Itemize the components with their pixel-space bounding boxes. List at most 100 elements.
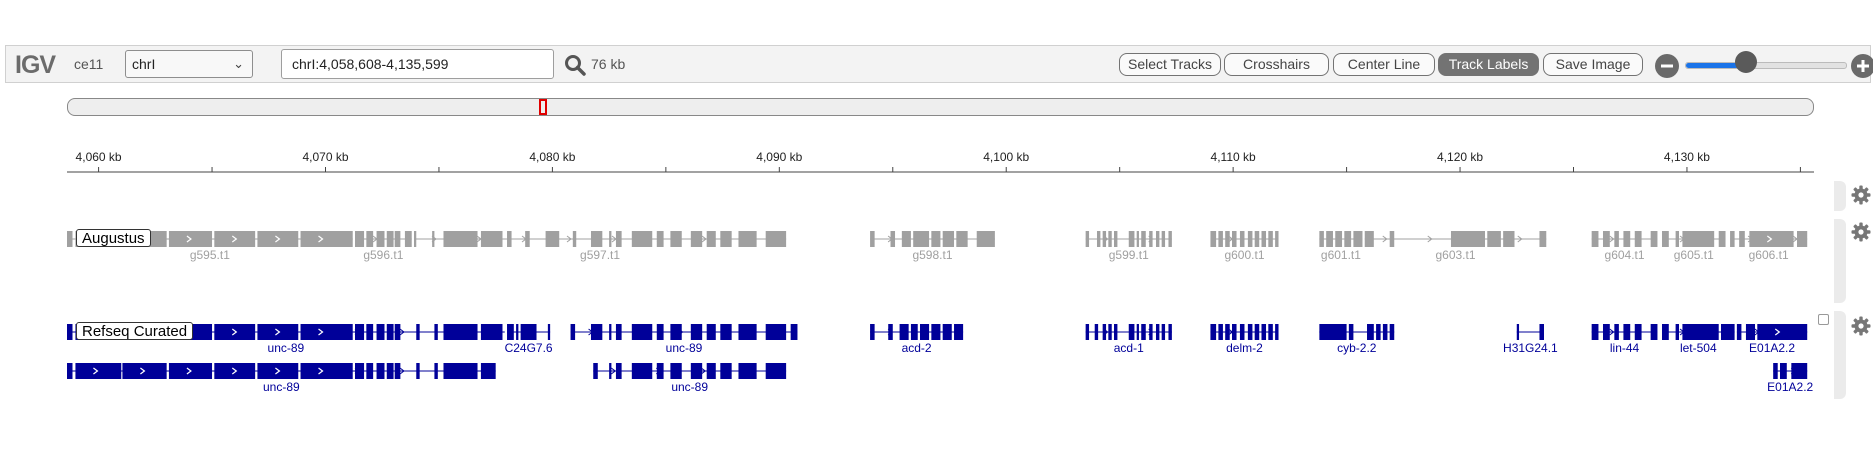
gene-exon (214, 324, 256, 340)
strand-arrow (1382, 235, 1388, 243)
gene-exon (1261, 231, 1267, 247)
gene-exon (1675, 231, 1680, 247)
gene-exon (394, 324, 401, 340)
strand-arrow (1609, 235, 1615, 243)
gene-exon (214, 363, 256, 379)
gene-label: g603.t1 (1435, 248, 1475, 262)
track-select-checkbox[interactable] (1818, 314, 1829, 325)
track-labels-button[interactable]: Track Labels (1438, 53, 1539, 76)
gene-exon (67, 363, 73, 379)
gene-exon (919, 324, 930, 340)
gene-exon (890, 231, 896, 247)
gene-exon (1102, 231, 1107, 247)
gene-exon (790, 324, 798, 340)
igv-logo[interactable]: IGV (15, 51, 56, 79)
gene-exon (443, 324, 478, 340)
gene-exon (1623, 324, 1631, 340)
gene-exon (300, 324, 353, 340)
gene-exon (1128, 231, 1135, 247)
search-icon[interactable] (564, 54, 586, 76)
locus-search-input[interactable]: chrI:4,058,608-4,135,599 (281, 49, 554, 79)
gene-exon (386, 231, 394, 247)
gene-exon (1218, 324, 1223, 340)
gene-exon (1773, 363, 1778, 379)
gene-exon (1539, 324, 1545, 340)
gear-icon[interactable] (1851, 185, 1871, 205)
gene-exon (1085, 324, 1090, 340)
gene-exon (480, 324, 503, 340)
strand-arrow (93, 367, 99, 375)
select-tracks-button[interactable]: Select Tracks (1119, 53, 1221, 76)
zoom-slider-handle[interactable] (1734, 51, 1757, 73)
gene-label: acd-1 (1114, 341, 1144, 355)
gene-exon (1231, 231, 1237, 247)
gene-label: g601.t1 (1321, 248, 1361, 262)
gene-exon (910, 324, 918, 340)
gear-icon[interactable] (1851, 316, 1871, 336)
zoom-slider[interactable] (1685, 62, 1847, 69)
center-line-button[interactable]: Center Line (1333, 53, 1435, 76)
gene-label: cyb-2.2 (1337, 341, 1377, 355)
gene-exon (609, 363, 612, 379)
strand-arrow (186, 235, 192, 243)
gene-exon (1757, 324, 1808, 340)
gear-icon[interactable] (1851, 222, 1871, 242)
gene-exon (1745, 324, 1756, 340)
gene-exon (1114, 231, 1118, 247)
gene-label: g595.t1 (190, 248, 230, 262)
chromosome-ideogram[interactable] (67, 98, 1814, 116)
gene-exon (1682, 231, 1715, 247)
strand-arrow (318, 367, 324, 375)
gene-exon (1239, 324, 1245, 340)
strand-arrow (140, 367, 146, 375)
gene-exon (376, 231, 385, 247)
save-image-button[interactable]: Save Image (1543, 53, 1643, 76)
zoom-in-icon[interactable] (1851, 54, 1873, 78)
gene-exon (413, 231, 417, 247)
gene-exon (1623, 231, 1631, 247)
gene-exon (615, 363, 622, 379)
gene-exon (1367, 324, 1374, 340)
gene-exon (1326, 231, 1333, 247)
gene-exon (1487, 231, 1501, 247)
gene-exon (870, 324, 875, 340)
gene-exon (706, 363, 716, 379)
zoom-out-icon[interactable] (1655, 54, 1679, 78)
gene-exon (656, 363, 664, 379)
chromosome-select[interactable]: chrI ⌄ (125, 50, 253, 78)
gene-exon (954, 324, 964, 340)
gene-exon (1161, 231, 1166, 247)
gene-exon (1682, 324, 1719, 340)
chromosome-select-value: chrI (132, 56, 156, 72)
gene-exon (590, 231, 603, 247)
gene-exon (670, 231, 682, 247)
gene-exon (1247, 324, 1253, 340)
gene-exon (67, 324, 73, 340)
refseq-track-gutter (1834, 311, 1846, 399)
gene-exon (1382, 324, 1388, 340)
gene-exon (386, 363, 394, 379)
gene-exon (1736, 324, 1742, 340)
gene-exon (765, 231, 787, 247)
gene-exon (1231, 324, 1237, 340)
gene-exon (394, 363, 401, 379)
gene-exon (1136, 231, 1139, 247)
gene-exon (443, 231, 478, 247)
gene-exon (1136, 324, 1139, 340)
strand-arrow (610, 367, 617, 375)
gene-exon (1389, 324, 1395, 340)
gene-exon (257, 324, 299, 340)
gene-exon (706, 231, 716, 247)
gene-exon (443, 363, 478, 379)
gene-exon (609, 231, 612, 247)
ruler-tick-label: 4,110 kb (1210, 150, 1256, 164)
gene-exon (547, 324, 551, 340)
genome-label[interactable]: ce11 (74, 56, 104, 72)
gene-exon (1254, 231, 1260, 247)
gene-exon (432, 231, 435, 247)
strand-arrow (1427, 235, 1433, 243)
gene-exon (1168, 231, 1172, 247)
gene-exon (1218, 231, 1223, 247)
crosshairs-button[interactable]: Crosshairs (1224, 53, 1329, 76)
